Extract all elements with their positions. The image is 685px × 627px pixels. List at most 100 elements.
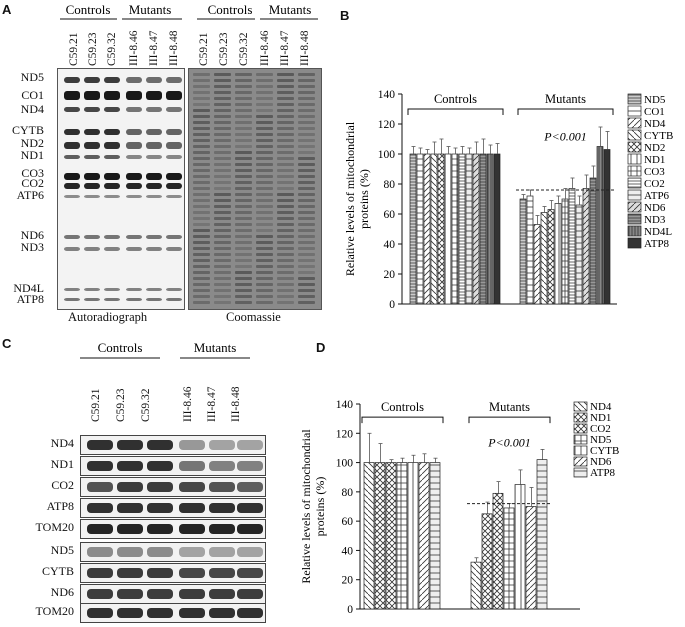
- gel-smear: [193, 223, 210, 226]
- y-tick-label: 40: [342, 545, 354, 557]
- blot-label: TOM20: [35, 604, 74, 618]
- gel-smear: [298, 211, 315, 214]
- gel-smear: [277, 151, 294, 154]
- blot-band: [117, 461, 143, 471]
- gel-smear: [193, 115, 210, 118]
- gel-band: [166, 142, 182, 149]
- blot-band: [147, 568, 173, 578]
- gel-band: [64, 142, 80, 149]
- y-tick-label: 80: [342, 487, 354, 499]
- bar: [458, 153, 466, 305]
- band-label: ND3: [20, 240, 44, 254]
- gel-band: [166, 173, 182, 180]
- gel-smear: [235, 73, 252, 76]
- gel-smear: [214, 127, 231, 130]
- y-tick-label: 140: [336, 399, 354, 411]
- gel-band: [126, 142, 142, 149]
- y-tick-label: 100: [336, 458, 354, 470]
- y-tick-label: 100: [378, 149, 396, 161]
- legend-label: ND5: [590, 434, 612, 446]
- gel-smear: [277, 193, 294, 196]
- gel-band: [166, 247, 182, 251]
- gel-smear: [193, 91, 210, 94]
- panel-d-label: D: [316, 340, 326, 355]
- blot-label: ND5: [50, 543, 74, 557]
- bar: [568, 188, 576, 305]
- gel-band: [126, 298, 142, 301]
- group-label: Controls: [381, 400, 424, 414]
- legend-swatch: [573, 467, 588, 478]
- blot-band: [179, 589, 205, 599]
- gel-smear: [235, 199, 252, 202]
- gel-smear: [298, 175, 315, 178]
- y-axis-label-line: proteins (%): [313, 477, 327, 537]
- group-label-a-controls-2: Controls: [208, 2, 253, 17]
- legend-label: ND4L: [644, 226, 672, 238]
- gel-smear: [256, 73, 273, 76]
- gel-band: [84, 155, 100, 159]
- blot-band: [179, 503, 205, 513]
- gel-smear: [235, 187, 252, 190]
- gel-band: [104, 195, 120, 198]
- gel-smear: [298, 241, 315, 244]
- blot-band: [209, 568, 235, 578]
- gel-smear: [193, 157, 210, 160]
- gel-smear: [235, 85, 252, 88]
- lane-label-c: III-8.46: [182, 386, 194, 422]
- coomassie-gel: [188, 68, 322, 310]
- gel-smear: [193, 283, 210, 286]
- gel-smear: [193, 253, 210, 256]
- blot-band: [209, 547, 235, 557]
- gel-smear: [214, 217, 231, 220]
- blot-band: [179, 440, 205, 450]
- gel-smear: [277, 157, 294, 160]
- gel-smear: [193, 181, 210, 184]
- gel-smear: [214, 241, 231, 244]
- gel-smear: [235, 283, 252, 286]
- lane-label-a: III-8.48: [299, 30, 311, 66]
- gel-band: [84, 288, 100, 291]
- blot-row: [80, 519, 266, 539]
- legend-label: CYTB: [590, 445, 619, 457]
- bar: [409, 153, 417, 305]
- gel-band: [104, 298, 120, 301]
- gel-smear: [193, 175, 210, 178]
- band-label: CO1: [21, 88, 44, 102]
- y-tick-label: 120: [336, 428, 354, 440]
- gel-smear: [214, 157, 231, 160]
- group-label: Mutants: [489, 400, 530, 414]
- gel-smear: [214, 187, 231, 190]
- gel-band: [126, 183, 142, 189]
- gel-smear: [214, 265, 231, 268]
- panel-c-header: Controls Mutants: [80, 340, 250, 359]
- gel-smear: [193, 127, 210, 130]
- blot-band: [179, 461, 205, 471]
- gel-smear: [277, 199, 294, 202]
- panel-a-label: A: [2, 2, 12, 17]
- gel-smear: [214, 235, 231, 238]
- y-tick-label: 60: [342, 516, 354, 528]
- gel-band: [84, 235, 100, 239]
- gel-smear: [256, 235, 273, 238]
- gel-smear: [214, 247, 231, 250]
- panel-a-header: Controls Mutants Controls Mutants: [60, 2, 318, 20]
- gel-smear: [235, 259, 252, 262]
- gel-band: [104, 129, 120, 135]
- gel-smear: [256, 163, 273, 166]
- gel-band: [104, 173, 120, 180]
- gel-smear: [235, 127, 252, 130]
- bar: [547, 209, 555, 305]
- gel-band: [166, 288, 182, 291]
- gel-band: [126, 195, 142, 198]
- blot-band: [179, 568, 205, 578]
- blot-band: [87, 547, 113, 557]
- gel-smear: [214, 271, 231, 274]
- blot-band: [147, 440, 173, 450]
- gel-smear: [214, 295, 231, 298]
- bar: [486, 153, 494, 305]
- lane-label-c: III-8.48: [230, 386, 242, 422]
- group-label-c-controls: Controls: [98, 340, 143, 355]
- gel-smear: [214, 175, 231, 178]
- bar: [470, 561, 482, 610]
- bar: [363, 462, 375, 610]
